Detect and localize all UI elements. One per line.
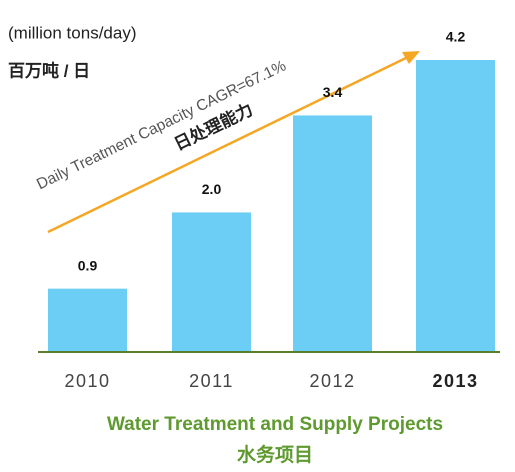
x-tick-label: 2012 (309, 371, 355, 391)
chart-subtitle: 水务项目 (237, 443, 313, 466)
value-label: 3.4 (323, 84, 343, 100)
x-tick-label: 2011 (189, 371, 234, 391)
unit-label-cn: 百万吨 / 日 (8, 60, 90, 80)
unit-label: (million tons/day) (8, 23, 137, 42)
arrow-head (402, 51, 420, 64)
chart-title: Water Treatment and Supply Projects (107, 414, 443, 435)
value-label: 2.0 (202, 181, 222, 197)
value-label: 0.9 (78, 257, 98, 273)
value-label: 4.2 (446, 29, 466, 45)
x-tick-label: 2013 (432, 371, 478, 391)
bar (172, 212, 251, 351)
bar (293, 115, 372, 351)
bar (416, 60, 495, 351)
x-tick-label: 2010 (64, 371, 110, 391)
trend-arrow (47, 55, 409, 234)
bar (48, 288, 127, 351)
